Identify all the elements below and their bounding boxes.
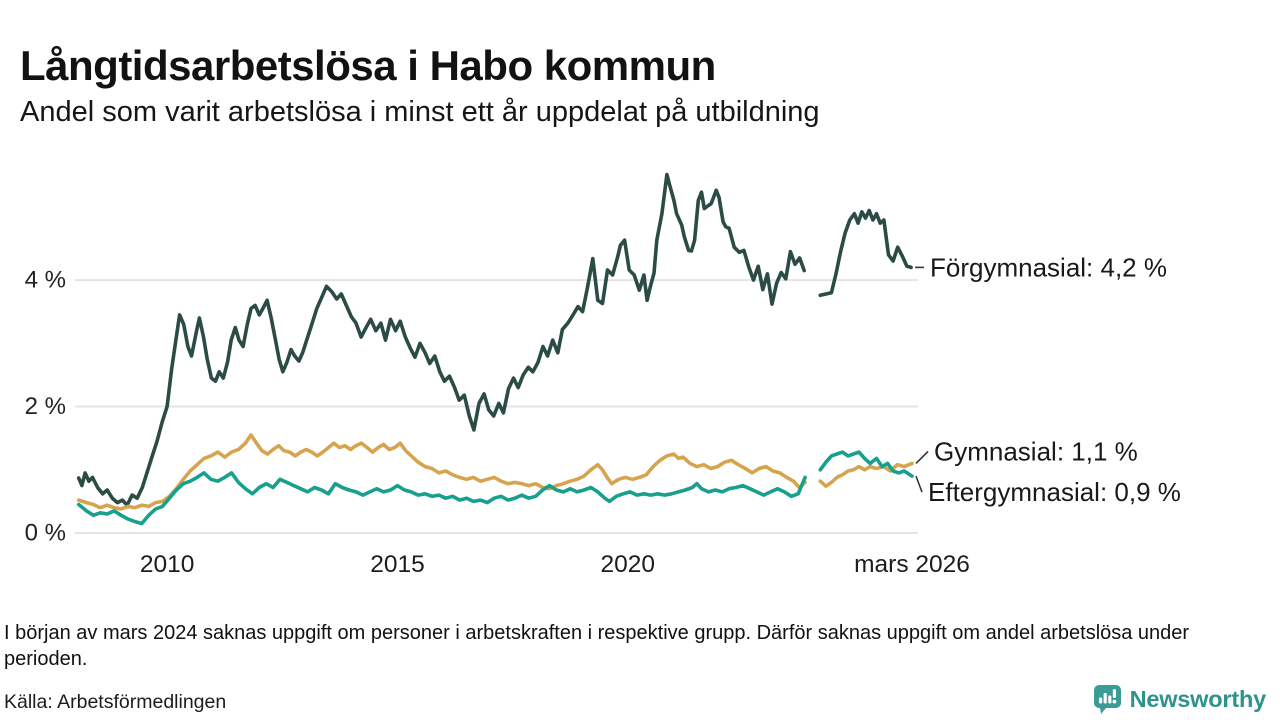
- leader-line-gymnasial: [915, 450, 929, 464]
- y-tick-label: 4 %: [25, 267, 66, 294]
- y-tick-label: 0 %: [25, 520, 66, 547]
- x-tick-label: 2015: [370, 551, 425, 578]
- series-line-gymnasial: [76, 433, 807, 511]
- chart-footnote: I början av mars 2024 saknas uppgift om …: [4, 622, 1190, 670]
- line-chart: 0 % 2 % 4 % 2010 2015 2020 mars 2026 Förgymnasi…: [25, 172, 1181, 578]
- series-line-gymnasial: [818, 461, 914, 489]
- newsworthy-wordmark: Newsworthy: [1129, 686, 1267, 712]
- page-subtitle: Andel som varit arbetslösa i minst ett å…: [20, 96, 820, 128]
- series-line-forgymnasial: [76, 172, 807, 508]
- series-line-eftergymnasial: [76, 471, 807, 526]
- series-end-label-eftergymnasial: Eftergymnasial: 0,9 %: [928, 477, 1181, 507]
- x-tick-label: mars 2026: [854, 551, 970, 578]
- page-title: Långtidsarbetslösa i Habo kommun: [20, 42, 716, 90]
- series-end-label-gymnasial: Gymnasial: 1,1 %: [934, 436, 1138, 466]
- x-tick-label: 2020: [601, 551, 656, 578]
- series-line-forgymnasial: [818, 208, 913, 298]
- series-end-label-forgymnasial: Förgymnasial: 4,2 %: [930, 252, 1167, 282]
- y-tick-label: 2 %: [25, 393, 66, 420]
- x-tick-label: 2010: [140, 551, 195, 578]
- series-line-eftergymnasial: [818, 450, 914, 478]
- newsworthy-bar-chart-bubble-icon: [1092, 684, 1122, 715]
- newsworthy-logo[interactable]: Newsworthy: [1092, 684, 1266, 715]
- source-note: Källa: Arbetsförmedlingen: [4, 691, 227, 713]
- leader-line-eftergymnasial: [915, 475, 923, 493]
